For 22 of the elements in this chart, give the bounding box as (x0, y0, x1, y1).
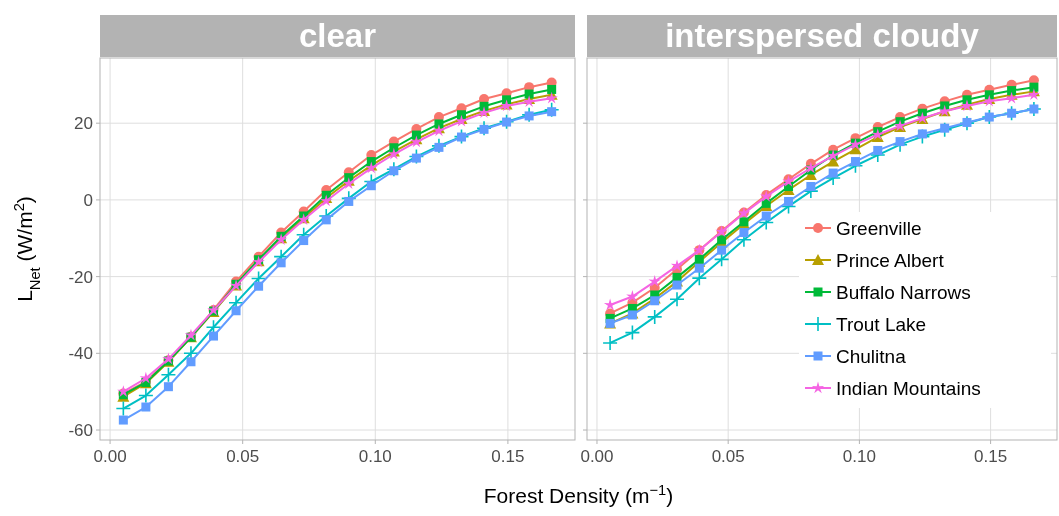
legend-label: Indian Mountains (836, 378, 981, 399)
x-axis-title: Forest Density (m$^{−1}$) (483, 482, 674, 507)
y-tick-label: -60 (68, 421, 93, 441)
x-tick-label: 0.05 (226, 447, 260, 466)
legend-label: Prince Albert (836, 250, 945, 271)
legend-label: Buffalo Narrows (836, 282, 971, 303)
y-tick-label: 0 (83, 190, 93, 210)
chart-title: clear (298, 17, 377, 54)
legend-label: Greenville (836, 218, 922, 239)
chart-title: interspersed cloudy (665, 17, 980, 54)
x-tick-label: 0.05 (711, 447, 745, 466)
y-tick-label: -40 (68, 344, 93, 364)
x-tick-label: 0.00 (580, 447, 614, 466)
x-tick-label: 0.15 (974, 447, 1008, 466)
y-tick-label: 20 (74, 114, 93, 134)
x-tick-label: 0.10 (842, 447, 876, 466)
legend-label: Chulitna (836, 346, 907, 367)
legend-label: Trout Lake (836, 314, 927, 335)
x-tick-label: 0.10 (358, 447, 392, 466)
y-tick-label: -20 (68, 267, 93, 287)
x-tick-label: 0.00 (93, 447, 127, 466)
x-tick-label: 0.15 (491, 447, 525, 466)
